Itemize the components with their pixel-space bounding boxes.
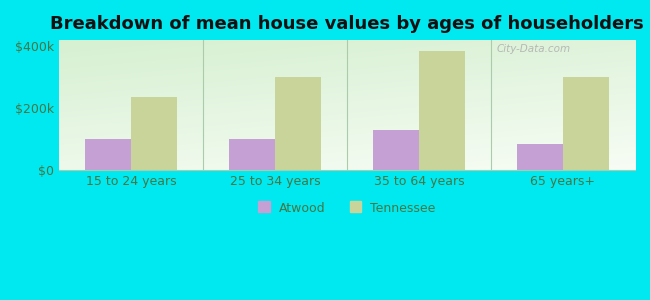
Bar bbox=[373, 130, 419, 170]
Bar bbox=[563, 77, 609, 170]
Bar bbox=[131, 98, 177, 170]
Bar bbox=[85, 139, 131, 170]
Bar bbox=[275, 77, 321, 170]
Bar bbox=[229, 139, 275, 170]
Bar bbox=[419, 51, 465, 170]
Text: City-Data.com: City-Data.com bbox=[497, 44, 571, 54]
Legend: Atwood, Tennessee: Atwood, Tennessee bbox=[255, 198, 439, 219]
Bar bbox=[517, 144, 563, 170]
Title: Breakdown of mean house values by ages of householders: Breakdown of mean house values by ages o… bbox=[50, 15, 644, 33]
